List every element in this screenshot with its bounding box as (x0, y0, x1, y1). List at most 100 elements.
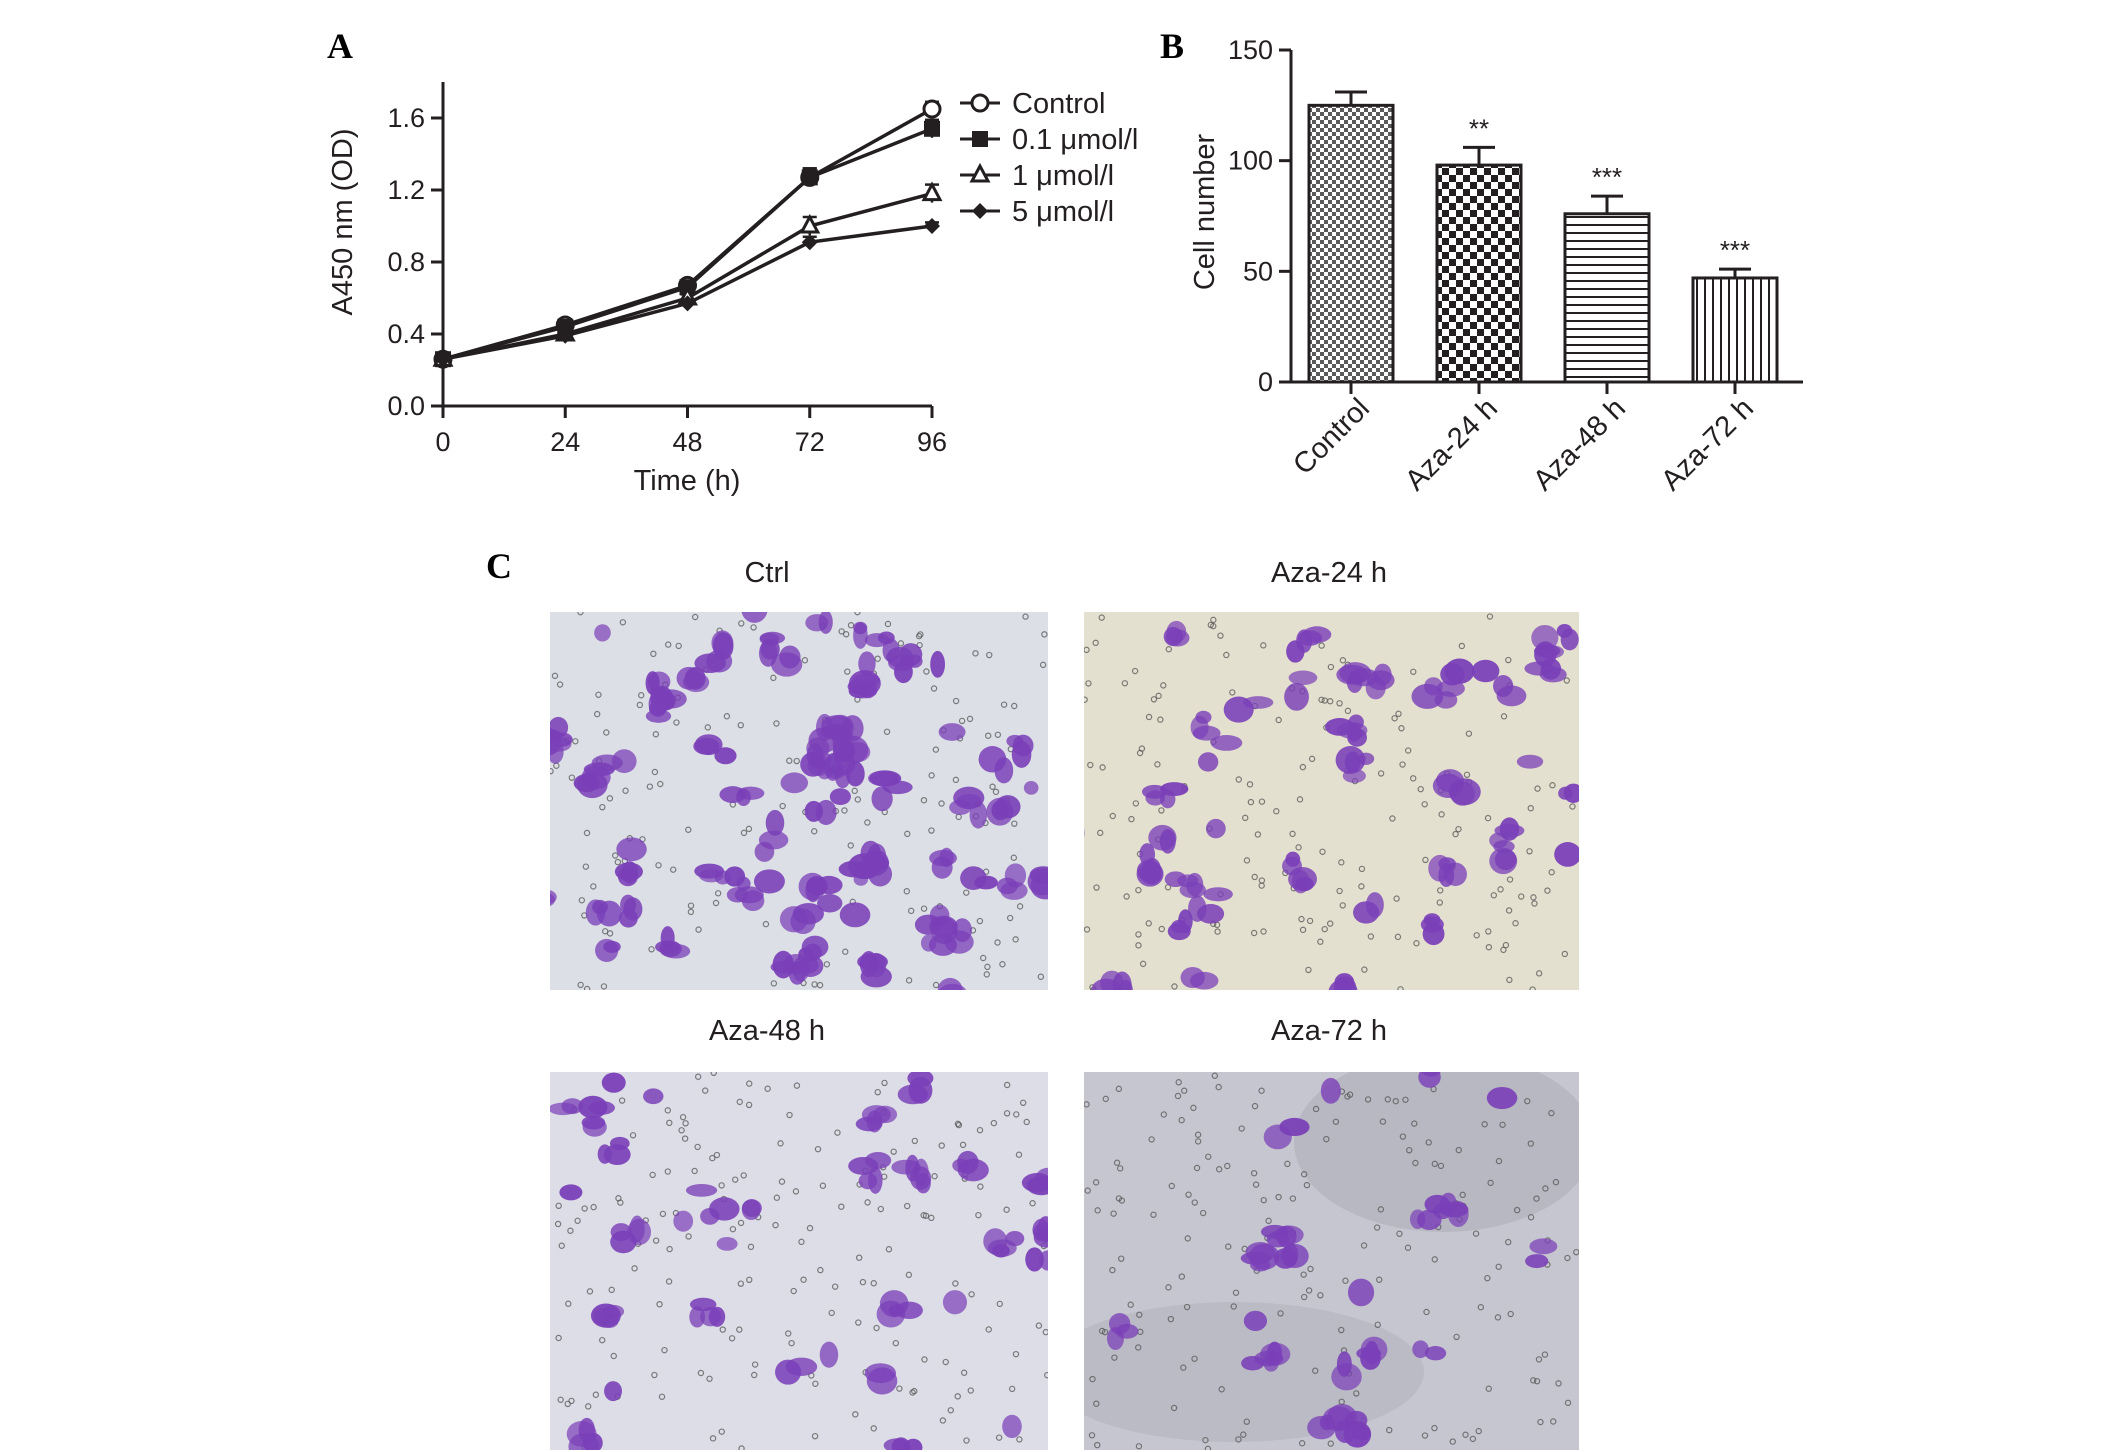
micrograph-pore (1109, 812, 1116, 820)
micrograph-pore (847, 842, 854, 849)
micrograph-pore (593, 710, 601, 718)
micrograph-cell (1424, 677, 1443, 696)
micrograph-pore (1495, 1263, 1502, 1270)
micrograph-pore (1327, 1440, 1334, 1447)
micrograph-pore (772, 1221, 779, 1229)
micrograph-cell (817, 894, 843, 913)
micrograph-pore (1499, 1121, 1506, 1128)
micrograph-cell (1180, 966, 1205, 989)
micrograph-cell (843, 741, 871, 763)
micrograph-pore (1154, 761, 1161, 768)
micrograph-pore (1277, 1310, 1284, 1317)
micrograph-pore (1531, 900, 1538, 907)
micrograph-pore (1453, 1333, 1460, 1341)
micrograph-cell (753, 869, 785, 894)
micrograph-pore (572, 738, 579, 745)
micrograph-pore (664, 1168, 672, 1175)
micrograph-cell (1424, 1346, 1447, 1361)
micrograph-pore (590, 883, 597, 890)
micrograph-pore (1131, 667, 1139, 675)
micrograph-cell (1136, 861, 1164, 887)
micrograph-pore (577, 612, 584, 616)
micrograph-pore (1013, 1111, 1020, 1118)
micrograph-pore (1240, 1431, 1247, 1438)
micrograph-pore (1273, 808, 1280, 815)
micrograph-pore (1180, 1364, 1187, 1371)
micrograph-pore (1284, 1160, 1291, 1168)
micrograph-pore (631, 1265, 638, 1272)
micrograph-background (550, 1072, 1048, 1450)
micrograph-pore (658, 1393, 666, 1400)
micrograph-title-aza-48h: Aza-48 h (709, 1015, 825, 1047)
micrograph-pore (1145, 920, 1152, 927)
micrograph-pore (751, 1361, 759, 1368)
micrograph-pore (1003, 1110, 1011, 1117)
micrograph-pore (1358, 865, 1366, 873)
micrograph-pore (1260, 928, 1267, 935)
micrograph-pore (1437, 1162, 1445, 1170)
micrograph-pore (619, 619, 627, 626)
micrograph-pore (952, 776, 960, 784)
chart-b-category-label: Control (1287, 392, 1376, 481)
micrograph-cell (1084, 828, 1085, 838)
chart-b-bar (1563, 212, 1651, 384)
micrograph-pore (1258, 798, 1266, 805)
micrograph-title-aza-24h: Aza-24 h (1271, 557, 1387, 589)
micrograph-cell (1536, 644, 1564, 659)
micrograph-pore (1552, 1178, 1560, 1186)
micrograph-pore (1437, 887, 1444, 894)
micrograph-pore (828, 1309, 835, 1317)
micrograph-pore (851, 787, 858, 795)
micrograph-pore (1569, 803, 1576, 810)
micrograph-pore (1084, 926, 1091, 933)
micrograph-pore (551, 672, 559, 680)
micrograph-pore (1300, 1271, 1307, 1278)
micrograph-cell (1192, 725, 1221, 741)
chart-a-point (799, 213, 821, 234)
micrograph-pore (1377, 1206, 1385, 1213)
micrograph-pore (928, 772, 935, 779)
micrograph-pore (1113, 1159, 1121, 1166)
chart-a-series-2 (432, 181, 943, 367)
micrograph-cell (660, 692, 676, 710)
micrograph-pore (1300, 1293, 1308, 1301)
micrograph-cell (1443, 862, 1467, 887)
chart-a-xtick-label: 96 (917, 427, 947, 457)
micrograph-pore (614, 858, 622, 866)
micrograph-pore (1300, 1171, 1308, 1178)
micrograph-pore (1128, 815, 1135, 823)
micrograph-pore (896, 1385, 903, 1392)
micrograph-pore (1305, 1287, 1313, 1294)
micrograph-pore (999, 961, 1006, 968)
micrograph-pore (994, 731, 1002, 738)
micrograph-pore (798, 1238, 805, 1246)
micrograph-pore (1473, 932, 1480, 939)
micrograph-shadow (1294, 1072, 1579, 1232)
micrograph-pore (1003, 1206, 1010, 1213)
micrograph-pore (817, 1266, 824, 1274)
micrograph-cell (1486, 1086, 1518, 1110)
chart-a-legend-label: Control (1012, 88, 1106, 120)
micrograph-pore (1084, 1101, 1090, 1108)
micrograph-pore (985, 1326, 992, 1333)
micrograph-pore (1190, 1104, 1197, 1112)
micrograph-pore (1452, 830, 1459, 838)
micrograph-pore (736, 1098, 743, 1106)
micrograph-pore (1110, 1210, 1117, 1217)
micrograph-pore (1012, 936, 1019, 943)
micrograph-cell (1471, 659, 1500, 683)
micrograph-pore (954, 1120, 962, 1128)
micrograph-cell (1302, 626, 1332, 643)
micrograph-cell (1266, 1231, 1290, 1248)
micrograph-pore (1205, 1153, 1212, 1160)
micrograph-cell (939, 847, 954, 868)
micrograph-cell (1197, 903, 1225, 924)
micrograph-cell (1166, 620, 1187, 643)
micrograph-cell (853, 622, 868, 649)
micrograph-pore (954, 1393, 961, 1400)
micrograph-pore (603, 729, 610, 736)
micrograph-pore (701, 1087, 709, 1094)
micrograph-pore (1010, 854, 1018, 861)
micrograph-pore (1391, 715, 1398, 722)
micrograph-pore (681, 1135, 689, 1142)
